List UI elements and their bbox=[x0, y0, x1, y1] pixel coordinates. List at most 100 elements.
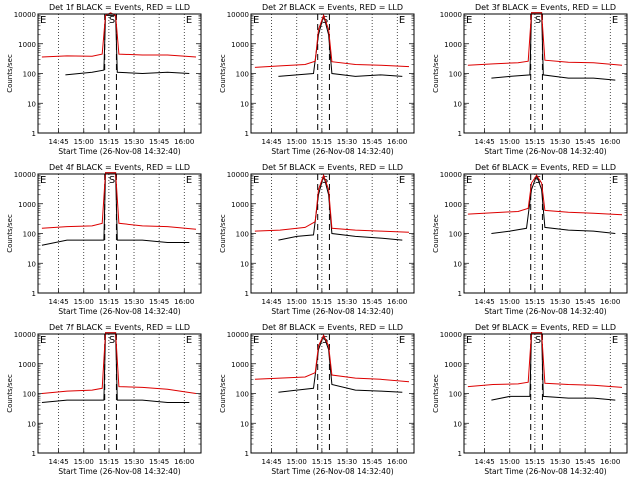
y-tick-label: 100 bbox=[449, 71, 462, 79]
x-tick-label: 15:45 bbox=[362, 138, 382, 146]
interval-marker: E bbox=[186, 175, 192, 186]
x-tick-label: 15:30 bbox=[337, 458, 357, 466]
x-tick-label: 15:45 bbox=[362, 298, 382, 306]
detector-panel: Det 2f BLACK = Events, RED = LLD 14:45 15:… bbox=[219, 3, 415, 156]
lld-series-line bbox=[254, 13, 410, 68]
interval-marker: E bbox=[40, 175, 46, 186]
y-tick-label: 10 bbox=[453, 100, 462, 108]
y-tick-label: 10000 bbox=[440, 11, 462, 19]
interval-marker: S bbox=[535, 15, 541, 26]
y-tick-label: 1000 bbox=[231, 201, 249, 209]
x-tick-label: 15:15 bbox=[99, 298, 119, 306]
x-tick-label: 14:45 bbox=[49, 458, 69, 466]
y-tick-label: 10 bbox=[27, 100, 36, 108]
events-series-line bbox=[491, 332, 616, 401]
plot-frame bbox=[37, 173, 202, 294]
interval-marker: E bbox=[399, 335, 405, 346]
detector-panel: Det 7f BLACK = Events, RED = LLD 14:45 15:… bbox=[6, 323, 202, 476]
plot-frame bbox=[37, 13, 202, 134]
x-axis-label: Start Time (26-Nov-08 14:32:40) bbox=[58, 467, 180, 476]
x-tick-label: 15:30 bbox=[337, 138, 357, 146]
y-tick-label: 100 bbox=[236, 391, 249, 399]
interval-marker: E bbox=[466, 175, 472, 186]
interval-marker: E bbox=[612, 175, 618, 186]
interval-marker: E bbox=[399, 15, 405, 26]
y-tick-label: 10 bbox=[27, 420, 36, 428]
x-tick-label: 14:45 bbox=[262, 298, 282, 306]
x-tick-label: 15:45 bbox=[575, 298, 595, 306]
interval-marker: S bbox=[109, 335, 115, 346]
x-tick-label: 15:00 bbox=[74, 458, 94, 466]
x-tick-label: 14:45 bbox=[262, 138, 282, 146]
plot-frame bbox=[463, 173, 628, 294]
lld-series-line bbox=[41, 172, 197, 230]
y-axis-label: Counts/sec bbox=[6, 374, 14, 413]
x-tick-label: 16:00 bbox=[387, 458, 407, 466]
x-tick-label: 16:00 bbox=[600, 138, 620, 146]
y-tick-label: 1 bbox=[32, 130, 36, 138]
events-series-line bbox=[278, 173, 403, 241]
x-tick-label: 15:00 bbox=[287, 298, 307, 306]
y-tick-label: 1 bbox=[245, 130, 249, 138]
x-tick-label: 15:15 bbox=[525, 298, 545, 306]
plot-frame bbox=[250, 173, 415, 294]
lld-series-line bbox=[41, 332, 197, 394]
interval-marker: E bbox=[612, 335, 618, 346]
lld-series-line bbox=[467, 174, 623, 216]
x-tick-label: 15:45 bbox=[575, 138, 595, 146]
interval-marker: E bbox=[40, 335, 46, 346]
x-axis-label: Start Time (26-Nov-08 14:32:40) bbox=[484, 307, 606, 316]
panel-title: Det 7f BLACK = Events, RED = LLD bbox=[49, 323, 190, 332]
lld-series-line bbox=[467, 332, 623, 388]
x-tick-label: 15:00 bbox=[500, 298, 520, 306]
y-tick-label: 1000 bbox=[231, 361, 249, 369]
x-tick-label: 14:45 bbox=[49, 298, 69, 306]
x-tick-label: 15:15 bbox=[312, 298, 332, 306]
y-tick-label: 10 bbox=[453, 260, 462, 268]
y-axis-label: Counts/sec bbox=[219, 374, 227, 413]
x-tick-label: 14:45 bbox=[475, 138, 495, 146]
x-tick-label: 15:30 bbox=[124, 458, 144, 466]
detector-panel: Det 9f BLACK = Events, RED = LLD 14:45 15:… bbox=[432, 323, 628, 476]
panel-title: Det 8f BLACK = Events, RED = LLD bbox=[262, 323, 403, 332]
y-tick-label: 1000 bbox=[444, 201, 462, 209]
y-tick-label: 1 bbox=[458, 290, 462, 298]
y-tick-label: 10 bbox=[453, 420, 462, 428]
x-axis-label: Start Time (26-Nov-08 14:32:40) bbox=[484, 467, 606, 476]
y-tick-label: 100 bbox=[23, 71, 36, 79]
detector-panel: Det 1f BLACK = Events, RED = LLD 14:45 15:… bbox=[6, 3, 202, 156]
panel-title: Det 5f BLACK = Events, RED = LLD bbox=[262, 163, 403, 172]
events-series-line bbox=[41, 332, 190, 403]
x-tick-label: 15:45 bbox=[149, 458, 169, 466]
x-tick-label: 16:00 bbox=[174, 458, 194, 466]
panel-title: Det 4f BLACK = Events, RED = LLD bbox=[49, 163, 190, 172]
x-tick-label: 14:45 bbox=[49, 138, 69, 146]
y-tick-label: 10000 bbox=[440, 331, 462, 339]
y-tick-label: 10000 bbox=[227, 171, 249, 179]
x-tick-label: 16:00 bbox=[174, 138, 194, 146]
plot-frame bbox=[463, 13, 628, 134]
y-tick-label: 1 bbox=[245, 290, 249, 298]
x-tick-label: 15:45 bbox=[575, 458, 595, 466]
x-tick-label: 16:00 bbox=[387, 138, 407, 146]
x-tick-label: 15:30 bbox=[550, 458, 570, 466]
x-axis-label: Start Time (26-Nov-08 14:32:40) bbox=[58, 147, 180, 156]
detector-panel: Det 8f BLACK = Events, RED = LLD 14:45 15:… bbox=[219, 323, 415, 476]
interval-marker: E bbox=[253, 15, 259, 26]
y-tick-label: 1000 bbox=[444, 41, 462, 49]
events-series-line bbox=[278, 13, 403, 77]
y-tick-label: 1000 bbox=[18, 361, 36, 369]
interval-marker: S bbox=[535, 335, 541, 346]
lld-series-line bbox=[467, 12, 623, 66]
events-series-line bbox=[491, 12, 616, 81]
x-tick-label: 15:00 bbox=[500, 458, 520, 466]
y-axis-label: Counts/sec bbox=[432, 374, 440, 413]
interval-marker: E bbox=[399, 175, 405, 186]
x-tick-label: 15:15 bbox=[312, 138, 332, 146]
plot-frame bbox=[250, 333, 415, 454]
y-tick-label: 1 bbox=[458, 130, 462, 138]
y-axis-label: Counts/sec bbox=[219, 214, 227, 253]
events-series-line bbox=[65, 14, 190, 76]
interval-marker: E bbox=[466, 15, 472, 26]
x-tick-label: 15:00 bbox=[287, 458, 307, 466]
